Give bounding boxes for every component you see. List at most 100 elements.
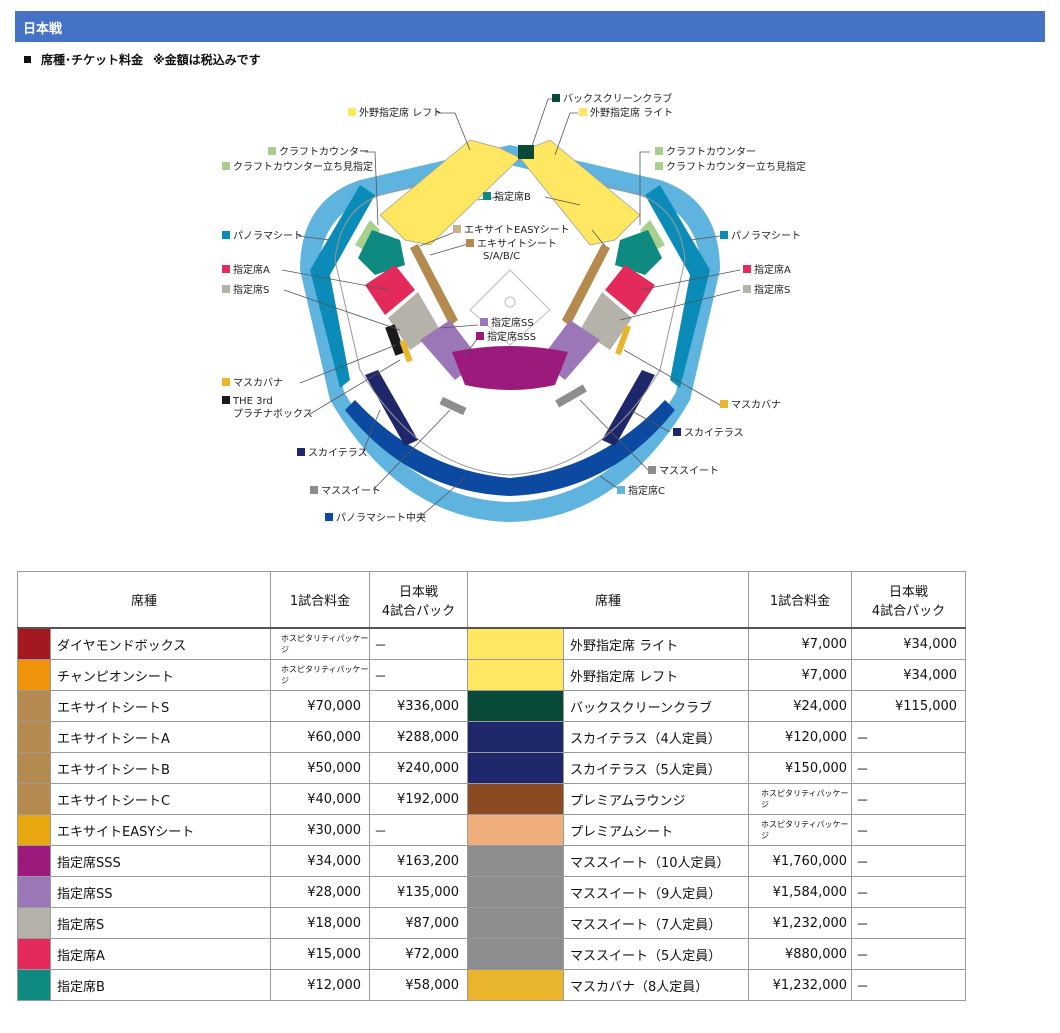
- pack-price: －: [851, 969, 967, 1001]
- color-swatch: [17, 659, 51, 691]
- seat-name: マスカバナ（8人定員）: [563, 969, 750, 1001]
- single-price: ¥1,760,000: [748, 845, 853, 877]
- tax-note: ※金額は税込みです: [153, 53, 261, 67]
- pack-price: ¥58,000: [369, 969, 469, 1001]
- seat-name: エキサイトEASYシート: [49, 814, 272, 846]
- color-swatch: [467, 783, 565, 815]
- seat-name: バックスクリーンクラブ: [563, 690, 750, 722]
- pack-price: －: [851, 814, 967, 846]
- backscreen-area: [518, 145, 534, 159]
- color-swatch: [467, 752, 565, 784]
- label-mass-suite-left: マススイート: [321, 486, 381, 497]
- single-price: ¥7,000: [748, 627, 853, 660]
- table-row: 指定席SSS ¥34,000 ¥163,200 マススイート（10人定員） ¥1,760…: [17, 845, 967, 877]
- pack-price: －: [369, 659, 469, 691]
- pack-price: －: [851, 721, 967, 753]
- seat-sss-area: [452, 346, 568, 390]
- pack-price: －: [851, 752, 967, 784]
- pack-price: －: [369, 814, 469, 846]
- color-swatch: [17, 783, 51, 815]
- single-price: ¥28,000: [270, 876, 371, 908]
- seat-name: プレミアムシート: [563, 814, 750, 846]
- seat-name: スカイテラス（5人定員）: [563, 752, 750, 784]
- label-masukabana-left: マスカバナ: [233, 377, 283, 389]
- single-price: ¥1,232,000: [748, 907, 853, 939]
- seat-name: 指定席SS: [49, 876, 272, 908]
- seat-name: 指定席S: [49, 907, 272, 939]
- seat-name: マススイート（5人定員）: [563, 938, 750, 970]
- header-single-price-right: 1試合料金: [748, 571, 853, 629]
- label-masukabana-right: マスカバナ: [731, 399, 781, 411]
- label-the3rd-1: THE 3rd: [232, 396, 273, 407]
- pack-price: ¥34,000: [851, 659, 967, 691]
- label-seat-s-right: 指定席S: [754, 283, 790, 296]
- pack-price: ¥163,200: [369, 845, 469, 877]
- color-swatch: [17, 721, 51, 753]
- table-row: エキサイトシートB ¥50,000 ¥240,000 スカイテラス（5人定員） ¥150…: [17, 752, 967, 784]
- label-excite-seat: エキサイトシート: [477, 238, 557, 250]
- seat-name: 外野指定席 ライト: [563, 627, 750, 660]
- bullet-square-icon: [24, 56, 31, 63]
- label-sky-terrace-right: スカイテラス: [684, 427, 744, 439]
- color-swatch: [17, 969, 51, 1001]
- header-bar: 日本戦: [15, 11, 1045, 42]
- pack-price: ¥34,000: [851, 627, 967, 660]
- pack-price: －: [851, 783, 967, 815]
- pack-price: ¥87,000: [369, 907, 469, 939]
- label-craft-counter-left: クラフトカウンター: [279, 146, 369, 158]
- color-swatch: [467, 627, 565, 660]
- single-price: ¥24,000: [748, 690, 853, 722]
- single-price: ¥1,232,000: [748, 969, 853, 1001]
- pack-price: ¥135,000: [369, 876, 469, 908]
- table-row: チャンピオンシート ホスピタリティパッケージ－ 外野指定席 レフト ¥7,000 ¥34…: [17, 659, 967, 691]
- label-seat-sss: 指定席SSS: [487, 330, 536, 343]
- single-price: ¥30,000: [270, 814, 371, 846]
- label-craft-standing-left: クラフトカウンター立ち見指定: [233, 160, 373, 173]
- seat-name: チャンピオンシート: [49, 659, 272, 691]
- header-title: 日本戦: [23, 22, 63, 37]
- header-pack-left: 日本戦 4試合パック: [369, 571, 469, 629]
- single-price: ¥40,000: [270, 783, 371, 815]
- pack-price: ¥288,000: [369, 721, 469, 753]
- seat-name: 指定席SSS: [49, 845, 272, 877]
- color-swatch: [467, 969, 565, 1001]
- pack-price: －: [369, 627, 469, 660]
- seat-name: プレミアムラウンジ: [563, 783, 750, 815]
- label-seat-a-right: 指定席A: [754, 263, 791, 276]
- price-table: 席種 1試合料金 日本戦 4試合パック 席種 1試合料金 日本戦 4試合パック ダイ…: [16, 571, 967, 1001]
- stadium-seat-map: 外野指定席 レフト バックスクリーンクラブ 外野指定席 ライト クラフトカウンタ…: [222, 92, 806, 524]
- header-seat-type-right: 席種: [467, 571, 750, 629]
- color-swatch: [17, 752, 51, 784]
- seat-name: ダイヤモンドボックス: [49, 627, 272, 660]
- single-price: ¥18,000: [270, 907, 371, 939]
- header-seat-type-left: 席種: [16, 571, 272, 629]
- single-price: ホスピタリティパッケージ: [270, 627, 371, 660]
- seat-name: マススイート（10人定員）: [563, 845, 750, 877]
- seat-name: 指定席B: [49, 969, 272, 1001]
- single-price: ¥880,000: [748, 938, 853, 970]
- panorama-seat-area: [310, 185, 375, 388]
- label-seat-b: 指定席B: [494, 190, 531, 203]
- single-price: ¥7,000: [748, 659, 853, 691]
- label-seat-a-left: 指定席A: [233, 263, 270, 276]
- label-outfield-right: 外野指定席 ライト: [590, 106, 673, 119]
- pack-price: ¥240,000: [369, 752, 469, 784]
- seat-b-area: [358, 230, 405, 275]
- label-seat-c: 指定席C: [628, 484, 665, 497]
- seat-name: スカイテラス（4人定員）: [563, 721, 750, 753]
- table-row: 指定席B ¥12,000 ¥58,000 マスカバナ（8人定員） ¥1,232,000 －: [17, 969, 967, 1001]
- pack-price: －: [851, 845, 967, 877]
- seat-name: マススイート（7人定員）: [563, 907, 750, 939]
- pack-price: ¥192,000: [369, 783, 469, 815]
- color-swatch: [17, 938, 51, 970]
- table-row: エキサイトシートS ¥70,000 ¥336,000 バックスクリーンクラブ ¥24,0…: [17, 690, 967, 722]
- pack-price: －: [851, 938, 967, 970]
- color-swatch: [17, 876, 51, 908]
- single-price: ¥50,000: [270, 752, 371, 784]
- table-row: 指定席A ¥15,000 ¥72,000 マススイート（5人定員） ¥880,000 －: [17, 938, 967, 970]
- seat-name: エキサイトシートB: [49, 752, 272, 784]
- single-price: ホスピタリティパッケージ: [748, 783, 853, 815]
- color-swatch: [467, 907, 565, 939]
- table-row: 指定席SS ¥28,000 ¥135,000 マススイート（9人定員） ¥1,584,0…: [17, 876, 967, 908]
- color-swatch: [467, 690, 565, 722]
